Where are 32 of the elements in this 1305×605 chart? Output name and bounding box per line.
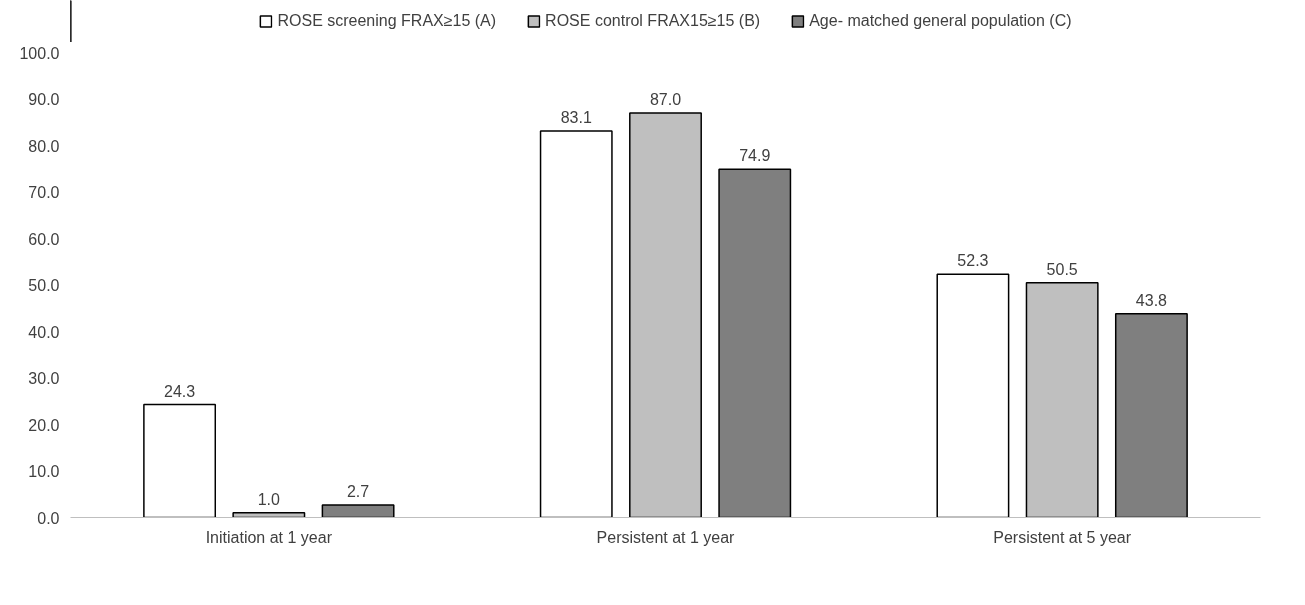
legend-label: ROSE screening FRAX≥15 (A) xyxy=(277,12,497,30)
y-tick-label: 80.0 xyxy=(28,137,60,155)
data-label: 2.7 xyxy=(346,482,370,500)
y-tick-label: 60.0 xyxy=(28,230,60,248)
bar xyxy=(718,168,792,518)
data-label: 52.3 xyxy=(957,252,989,270)
x-tick-label: Persistent at 5 year xyxy=(993,528,1132,546)
data-label: 1.0 xyxy=(257,490,281,508)
y-tick-label: 0.0 xyxy=(37,509,60,527)
y-tick-label: 50.0 xyxy=(28,277,60,294)
x-tick-label: Initiation at 1 year xyxy=(205,528,333,546)
legend-label: ROSE control FRAX15≥15 (B) xyxy=(545,12,761,30)
data-label: 43.8 xyxy=(1135,291,1168,309)
bar xyxy=(1114,313,1188,518)
y-tick-label: 30.0 xyxy=(28,370,60,387)
legend-label: Age- matched general population (C) xyxy=(809,12,1072,30)
y-tick-label: 20.0 xyxy=(28,416,60,434)
bar xyxy=(936,273,1010,518)
data-label: 87.0 xyxy=(649,90,682,108)
data-label: 50.5 xyxy=(1046,260,1078,278)
y-tick-label: 40.0 xyxy=(28,323,60,341)
y-tick-label: 70.0 xyxy=(28,184,60,201)
bar xyxy=(539,130,613,518)
y-tick-label: 100.0 xyxy=(19,44,60,62)
data-label: 24.3 xyxy=(164,382,196,400)
bar xyxy=(143,403,217,518)
data-label: 83.1 xyxy=(560,109,592,127)
x-tick-label: Persistent at 1 year xyxy=(596,528,736,546)
y-tick-label: 10.0 xyxy=(28,463,60,480)
bar xyxy=(321,504,395,518)
data-label: 74.9 xyxy=(739,147,771,165)
y-tick-label: 90.0 xyxy=(28,91,60,108)
